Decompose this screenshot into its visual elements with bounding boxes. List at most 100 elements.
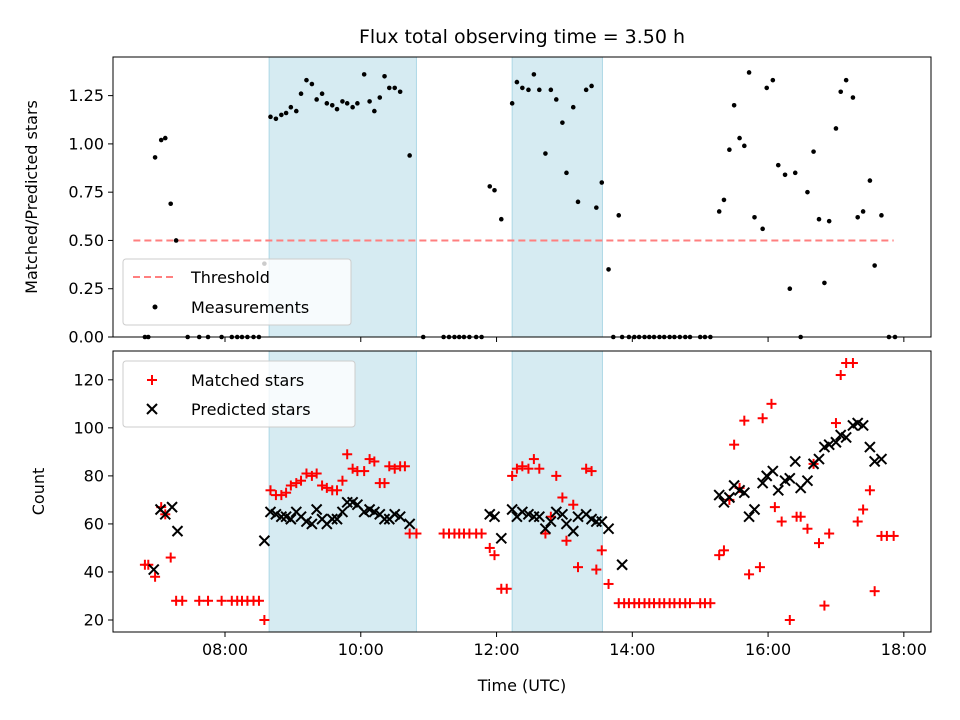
- legend-matched-swatch: [147, 375, 157, 385]
- measurement-point: [487, 184, 493, 189]
- matched-star-point: [784, 614, 795, 625]
- matched-star-point: [705, 598, 716, 609]
- cross-stroke: [394, 511, 406, 523]
- matched-star-point: [143, 559, 154, 570]
- predicted-star-point: [767, 465, 779, 477]
- matched-star-point: [253, 595, 264, 606]
- cross-stroke: [171, 525, 184, 537]
- star-count-points: [139, 358, 899, 625]
- predicted-star-point: [148, 563, 160, 576]
- predicted-star-point: [830, 436, 842, 448]
- predicted-star-point: [857, 419, 869, 432]
- cross-stroke: [326, 513, 338, 525]
- matched-star-point: [517, 461, 528, 472]
- cross-stroke: [368, 506, 381, 518]
- bottom-axes-frame: [112, 350, 932, 633]
- predicted-star-point: [539, 523, 552, 535]
- matched-star-point: [813, 538, 824, 549]
- cross-stroke: [864, 441, 876, 453]
- cross-stroke: [331, 513, 343, 525]
- measurement-point: [334, 106, 340, 112]
- matched-star-point: [830, 418, 841, 429]
- measurement-point: [867, 178, 873, 183]
- cross-stroke: [545, 515, 557, 528]
- predicted-star-point: [738, 486, 751, 499]
- measurement-point: [377, 95, 383, 100]
- cross-stroke: [602, 523, 615, 535]
- matched-star-point: [177, 595, 188, 606]
- matched-star-point: [540, 528, 551, 539]
- matched-star-point: [714, 550, 725, 561]
- legend-measurements-label: Measurements: [191, 298, 309, 317]
- measurement-point: [162, 135, 168, 141]
- matched-star-point: [389, 463, 400, 474]
- y-tick-label: 1.25: [68, 86, 104, 105]
- predicted-star-point: [545, 515, 557, 528]
- cross-stroke: [258, 535, 271, 547]
- matched-star-point: [802, 523, 813, 534]
- measurement-point: [564, 170, 569, 176]
- cross-stroke: [596, 515, 608, 528]
- matched-star-point: [285, 480, 296, 491]
- predicted-star-point: [572, 511, 584, 523]
- matched-star-point: [501, 583, 512, 594]
- matched-star-point: [337, 475, 348, 486]
- cross-stroke: [875, 453, 888, 465]
- cross-stroke: [484, 508, 496, 521]
- highlight-span-1: [511, 56, 603, 338]
- top-legend-box: [122, 258, 352, 326]
- measurement-point: [575, 199, 581, 205]
- cross-stroke: [556, 508, 569, 521]
- measurement-point: [843, 77, 849, 83]
- measurement-point: [158, 137, 164, 143]
- measurement-point: [606, 267, 611, 272]
- legend-predicted-label: Predicted stars: [191, 400, 311, 419]
- measurement-point: [498, 216, 504, 222]
- predicted-star-point: [495, 532, 508, 545]
- y-tick-label: 100: [73, 418, 104, 437]
- measurement-point: [721, 197, 727, 203]
- top-y-axis-label: Matched/Predicted stars: [22, 100, 41, 294]
- cross-stroke: [389, 508, 401, 521]
- cross-stroke: [784, 472, 796, 484]
- measurement-point: [589, 83, 594, 89]
- measurement-point: [344, 101, 350, 106]
- cross-stroke: [533, 511, 546, 523]
- measurement-point: [770, 77, 776, 83]
- measurement-point: [350, 104, 355, 110]
- measurement-point: [838, 89, 844, 95]
- matched-star-point: [523, 463, 534, 474]
- matched-star-point: [754, 562, 765, 573]
- measurement-point: [273, 116, 279, 122]
- cross-stroke: [733, 484, 746, 497]
- predicted-star-point: [285, 513, 297, 525]
- predicted-star-point: [506, 503, 518, 516]
- measurement-point: [805, 189, 810, 195]
- matched-star-point: [301, 468, 312, 479]
- y-tick-label: 0.25: [68, 279, 104, 298]
- cross-stroke: [813, 453, 825, 465]
- x-axis-label: Time (UTC): [477, 676, 566, 695]
- x-tick-label: 18:00: [881, 640, 927, 659]
- predicted-star-point: [326, 513, 338, 525]
- measurement-point: [355, 101, 360, 106]
- bottom-legend: Matched stars Predicted stars: [122, 360, 356, 428]
- measurement-point: [760, 226, 765, 232]
- predicted-star-point: [550, 506, 562, 518]
- matched-star-point: [399, 461, 410, 472]
- matched-star-point: [596, 545, 607, 556]
- measurement-point: [340, 99, 345, 104]
- cross-stroke: [516, 506, 529, 518]
- measurement-point: [764, 85, 770, 91]
- cross-stroke: [723, 491, 736, 504]
- matched-star-point: [685, 598, 696, 609]
- measurement-point: [279, 112, 284, 118]
- cross-stroke: [851, 417, 864, 429]
- measurement-point: [775, 162, 781, 168]
- highlight-span-1: [511, 350, 603, 633]
- measurement-point: [537, 87, 542, 93]
- matched-star-point: [561, 535, 572, 546]
- measurement-point: [737, 135, 742, 141]
- predicted-star-point: [488, 511, 501, 523]
- matched-star-point: [216, 595, 227, 606]
